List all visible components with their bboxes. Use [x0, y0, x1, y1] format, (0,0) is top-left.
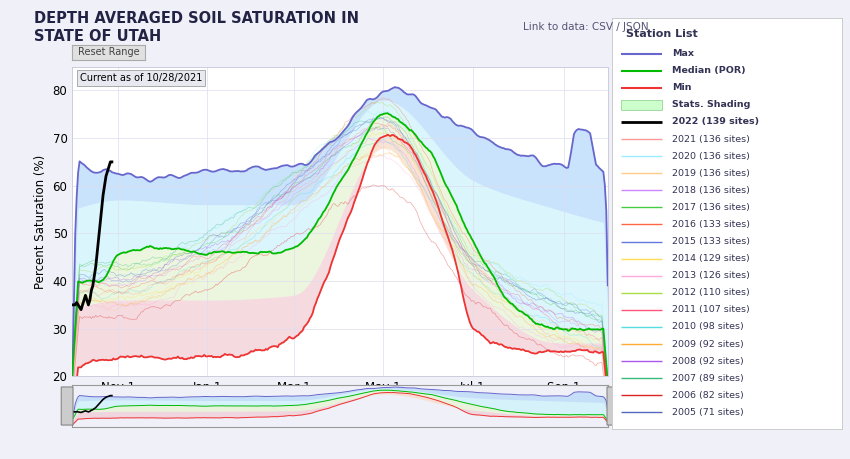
Text: 2007 (89 sites): 2007 (89 sites)	[672, 374, 744, 383]
Text: 2015 (133 sites): 2015 (133 sites)	[672, 237, 750, 246]
Text: 2020 (136 sites): 2020 (136 sites)	[672, 151, 750, 161]
Text: 2006 (82 sites): 2006 (82 sites)	[672, 391, 744, 400]
Text: 2021 (136 sites): 2021 (136 sites)	[672, 134, 750, 144]
Text: 2011 (107 sites): 2011 (107 sites)	[672, 305, 750, 314]
Y-axis label: Percent Saturation (%): Percent Saturation (%)	[34, 154, 47, 289]
Text: Median (POR): Median (POR)	[672, 66, 745, 75]
Text: 2022 (139 sites): 2022 (139 sites)	[672, 118, 759, 126]
Text: 2014 (129 sites): 2014 (129 sites)	[672, 254, 750, 263]
Text: 2005 (71 sites): 2005 (71 sites)	[672, 408, 744, 417]
Text: DEPTH AVERAGED SOIL SATURATION IN
STATE OF UTAH: DEPTH AVERAGED SOIL SATURATION IN STATE …	[34, 11, 359, 44]
Text: 2010 (98 sites): 2010 (98 sites)	[672, 323, 744, 331]
FancyBboxPatch shape	[607, 387, 619, 425]
Text: Stats. Shading: Stats. Shading	[672, 101, 750, 109]
Text: 2017 (136 sites): 2017 (136 sites)	[672, 203, 750, 212]
Text: Current as of 10/28/2021: Current as of 10/28/2021	[80, 73, 202, 83]
Text: Link to data: CSV / JSON: Link to data: CSV / JSON	[523, 22, 649, 32]
FancyBboxPatch shape	[61, 387, 73, 425]
Bar	[621, 100, 662, 110]
Text: 2008 (92 sites): 2008 (92 sites)	[672, 357, 744, 366]
Text: Station List: Station List	[626, 28, 698, 39]
Text: 2016 (133 sites): 2016 (133 sites)	[672, 220, 750, 229]
Text: 2018 (136 sites): 2018 (136 sites)	[672, 186, 750, 195]
Text: 2009 (92 sites): 2009 (92 sites)	[672, 340, 744, 348]
Text: Max: Max	[672, 49, 694, 58]
Text: Reset Range: Reset Range	[77, 47, 139, 57]
Text: 2019 (136 sites): 2019 (136 sites)	[672, 169, 750, 178]
Text: 2012 (110 sites): 2012 (110 sites)	[672, 288, 750, 297]
Text: 2013 (126 sites): 2013 (126 sites)	[672, 271, 750, 280]
Text: Min: Min	[672, 83, 691, 92]
